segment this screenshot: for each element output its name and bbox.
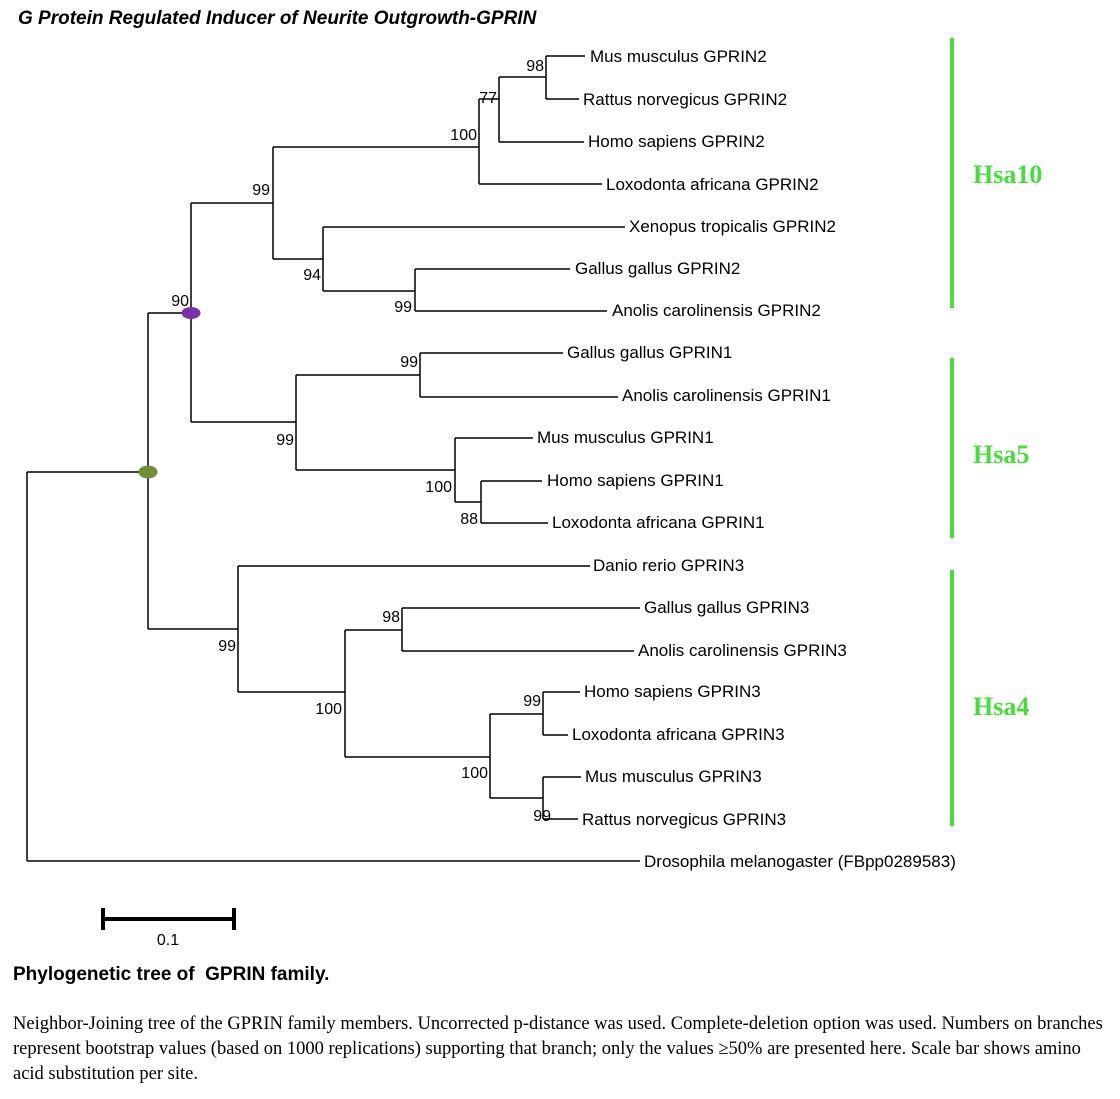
node-marker-purple — [181, 307, 201, 319]
bootstrap-value: 99 — [252, 182, 270, 199]
leaf-label: Danio rerio GPRIN3 — [593, 556, 744, 575]
bootstrap-value: 94 — [303, 267, 321, 284]
bootstrap-value: 77 — [479, 90, 497, 107]
bootstrap-value: 100 — [461, 765, 488, 782]
leaf-label: Rattus norvegicus GPRIN2 — [583, 90, 787, 109]
leaf-label: Homo sapiens GPRIN2 — [588, 132, 765, 151]
clade-label-hsa4: Hsa4 — [973, 692, 1029, 721]
bootstrap-value: 100 — [425, 479, 452, 496]
caption-text: Neighbor-Joining tree of the GPRIN famil… — [13, 1014, 1103, 1084]
leaf-label: Homo sapiens GPRIN3 — [584, 682, 761, 701]
bootstrap-value: 99 — [523, 693, 541, 710]
clade-label-hsa5: Hsa5 — [973, 440, 1029, 469]
bootstrap-values: 98 77 100 99 94 99 90 99 99 100 88 98 99… — [171, 58, 551, 825]
clade-label-hsa10: Hsa10 — [973, 160, 1042, 189]
leaf-label: Drosophila melanogaster (FBpp0289583) — [644, 852, 956, 871]
leaf-label: Gallus gallus GPRIN1 — [567, 343, 732, 362]
leaf-label: Gallus gallus GPRIN3 — [644, 598, 809, 617]
leaf-label: Homo sapiens GPRIN1 — [547, 471, 724, 490]
leaf-label: Gallus gallus GPRIN2 — [575, 259, 740, 278]
scale-bar-label: 0.1 — [157, 932, 179, 949]
leaf-label: Loxodonta africana GPRIN2 — [606, 175, 819, 194]
scale-bar — [101, 908, 236, 930]
bootstrap-value: 99 — [394, 299, 412, 316]
bootstrap-value: 90 — [171, 293, 189, 310]
leaf-label: Loxodonta africana GPRIN1 — [552, 513, 765, 532]
bootstrap-value: 99 — [400, 354, 418, 371]
bootstrap-value: 100 — [450, 127, 477, 144]
bootstrap-value: 100 — [315, 701, 342, 718]
leaf-labels: Mus musculus GPRIN2 Rattus norvegicus GP… — [537, 47, 956, 871]
bootstrap-value: 88 — [460, 511, 478, 528]
leaf-label: Xenopus tropicalis GPRIN2 — [629, 217, 836, 236]
bootstrap-value: 99 — [276, 432, 294, 449]
leaf-label: Anolis carolinensis GPRIN2 — [612, 301, 821, 320]
figure-title: G Protein Regulated Inducer of Neurite O… — [18, 8, 537, 29]
leaf-label: Anolis carolinensis GPRIN3 — [638, 641, 847, 660]
bootstrap-value: 99 — [533, 808, 551, 825]
leaf-label: Loxodonta africana GPRIN3 — [572, 725, 785, 744]
caption-title: Phylogenetic tree of GPRIN family. — [13, 964, 330, 985]
leaf-label: Mus musculus GPRIN1 — [537, 428, 714, 447]
phylogenetic-tree: Mus musculus GPRIN2 Rattus norvegicus GP… — [26, 38, 1042, 949]
leaf-label: Mus musculus GPRIN3 — [585, 767, 762, 786]
bootstrap-value: 98 — [382, 609, 400, 626]
tree-branches — [26, 55, 640, 862]
leaf-label: Mus musculus GPRIN2 — [590, 47, 767, 66]
leaf-label: Rattus norvegicus GPRIN3 — [582, 810, 786, 829]
node-marker-olive — [138, 465, 158, 479]
bootstrap-value: 99 — [218, 638, 236, 655]
leaf-label: Anolis carolinensis GPRIN1 — [622, 386, 831, 405]
bootstrap-value: 98 — [526, 58, 544, 75]
